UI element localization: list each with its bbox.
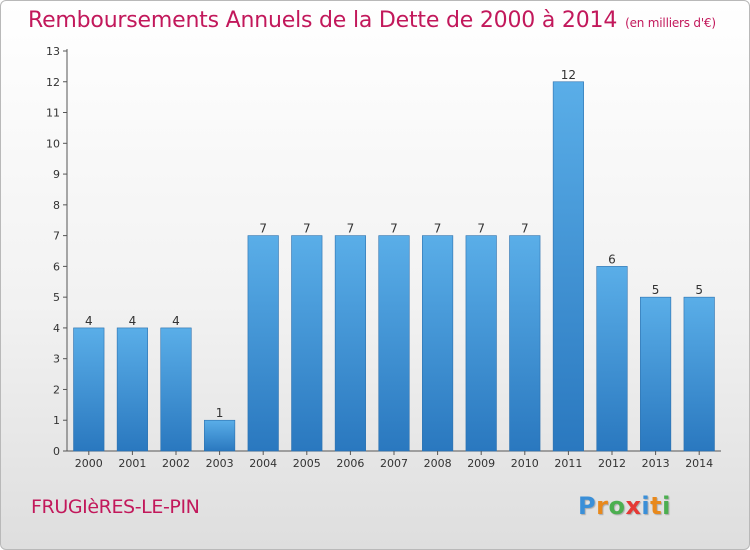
bar [596, 266, 628, 452]
bar [247, 235, 279, 452]
data-label: 7 [434, 222, 442, 236]
x-tick-label: 2001 [118, 457, 146, 470]
x-tick-label: 2002 [162, 457, 190, 470]
y-tick-label: 9 [53, 168, 60, 181]
y-tick-label: 11 [46, 107, 60, 120]
bar [116, 327, 148, 452]
data-label: 7 [347, 222, 355, 236]
x-tick-label: 2008 [424, 457, 452, 470]
bar [683, 296, 715, 452]
bar [378, 235, 410, 452]
bar [552, 81, 584, 452]
logo-letter: o [608, 492, 626, 520]
x-tick-label: 2007 [380, 457, 408, 470]
data-label: 7 [477, 222, 485, 236]
commune-name: FRUGIèRES-LE-PIN [31, 496, 200, 518]
y-tick-label: 2 [53, 383, 60, 396]
x-tick-label: 2006 [336, 457, 364, 470]
data-label: 6 [608, 252, 616, 266]
data-label: 5 [695, 283, 703, 297]
data-label: 1 [216, 406, 224, 420]
y-tick-label: 10 [46, 137, 60, 150]
logo-letter: i [662, 492, 671, 520]
y-tick-label: 0 [53, 445, 60, 458]
y-tick-label: 7 [53, 230, 60, 243]
y-tick-label: 13 [46, 45, 60, 58]
bar [640, 296, 672, 452]
logo-letter: x [625, 492, 642, 520]
x-tick-label: 2000 [75, 457, 103, 470]
y-tick-label: 12 [46, 76, 60, 89]
y-tick-label: 3 [53, 353, 60, 366]
x-tick-label: 2003 [206, 457, 234, 470]
x-tick-label: 2014 [685, 457, 713, 470]
bar [291, 235, 323, 452]
bar [73, 327, 105, 452]
x-tick-label: 2011 [554, 457, 582, 470]
x-tick-label: 2013 [642, 457, 670, 470]
logo-letter: i [641, 492, 651, 520]
logo-letter: r [596, 492, 609, 520]
proxiti-logo: Proxiti [578, 492, 671, 520]
data-label: 7 [390, 222, 398, 236]
data-label: 4 [172, 314, 180, 328]
chart-title: Remboursements Annuels de la Dette de 20… [28, 8, 716, 33]
data-label: 12 [561, 68, 576, 82]
chart-subtitle: (en milliers d'€) [625, 16, 716, 30]
data-label: 4 [85, 314, 93, 328]
bar [204, 419, 236, 452]
logo-letter: P [578, 492, 597, 520]
y-tick-label: 6 [53, 260, 60, 273]
chart-title-text: Remboursements Annuels de la Dette de 20… [28, 8, 618, 33]
bar [334, 235, 366, 452]
bar [422, 235, 454, 452]
data-label: 7 [259, 222, 267, 236]
data-label: 7 [521, 222, 529, 236]
bar [465, 235, 497, 452]
y-tick-label: 8 [53, 199, 60, 212]
y-tick-label: 4 [53, 322, 60, 335]
bar [160, 327, 192, 452]
data-label: 4 [129, 314, 137, 328]
x-tick-label: 2005 [293, 457, 321, 470]
bar [509, 235, 541, 452]
x-tick-label: 2009 [467, 457, 495, 470]
y-tick-label: 1 [53, 414, 60, 427]
data-label: 7 [303, 222, 311, 236]
x-tick-label: 2010 [511, 457, 539, 470]
y-tick-label: 5 [53, 291, 60, 304]
data-label: 5 [652, 283, 660, 297]
x-tick-label: 2012 [598, 457, 626, 470]
logo-letter: t [650, 492, 663, 520]
x-tick-label: 2004 [249, 457, 277, 470]
